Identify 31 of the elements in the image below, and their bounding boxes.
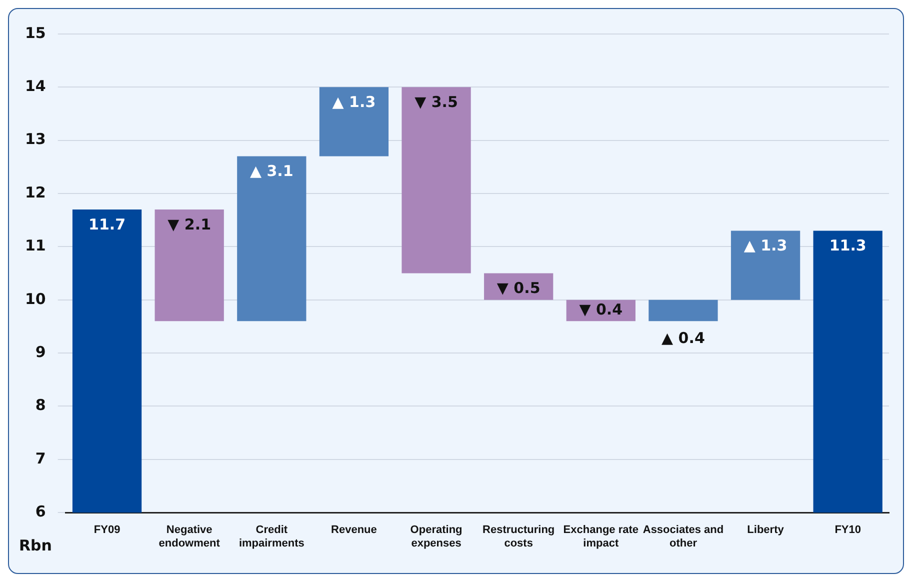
data-label: ▲ 3.1 <box>250 162 294 180</box>
data-label: ▼ 0.5 <box>496 279 540 298</box>
data-label: ▼ 0.4 <box>579 300 623 318</box>
y-tick-label: 14 <box>25 77 46 96</box>
x-tick-label: Revenue <box>331 524 377 536</box>
x-tick-label: FY09 <box>94 524 120 536</box>
data-label: 11.7 <box>88 215 126 234</box>
y-tick-label: 9 <box>35 342 46 361</box>
y-tick-label: 12 <box>25 183 46 202</box>
y-axis-title: Rbn <box>19 536 52 554</box>
data-label: ▲ 1.3 <box>332 93 376 112</box>
x-tick-label: Negative endowment <box>158 524 220 550</box>
y-tick-label: 8 <box>35 396 46 414</box>
data-label: ▼ 3.5 <box>414 93 458 112</box>
y-tick-label: 15 <box>25 24 46 42</box>
data-label: ▲ 0.4 <box>662 329 705 348</box>
y-tick-label: 7 <box>35 449 46 468</box>
x-tick-label: Associates and other <box>642 524 724 550</box>
x-tick-label: Exchange rate impact <box>563 524 639 550</box>
y-tick-label: 10 <box>25 290 46 308</box>
x-tick-label: FY10 <box>834 524 861 536</box>
y-tick-label: 13 <box>25 130 46 148</box>
data-label: ▼ 2.1 <box>168 215 212 234</box>
x-tick-label: Restructuring costs <box>482 524 555 550</box>
x-tick-label: Credit impairments <box>238 524 304 550</box>
x-tick-label: Liberty <box>747 524 785 536</box>
y-tick-label: 11 <box>25 236 46 255</box>
data-label: 11.3 <box>829 236 866 255</box>
x-tick-label: Operating expenses <box>410 524 462 550</box>
data-label: ▲ 1.3 <box>744 236 788 255</box>
y-tick-label: 6 <box>35 502 46 520</box>
